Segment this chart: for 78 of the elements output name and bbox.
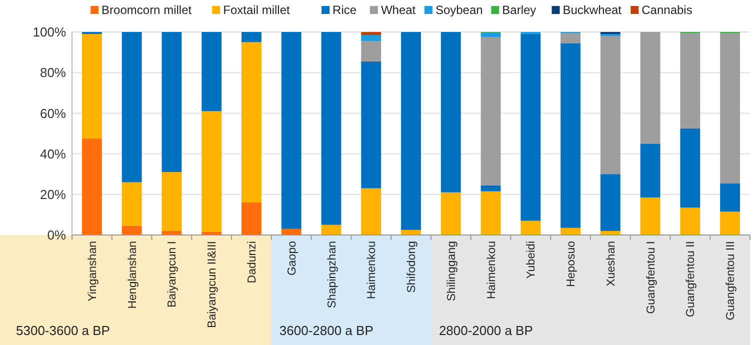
bar (680, 33, 700, 128)
bar (640, 32, 660, 144)
x-tick-label: Yinganshan (86, 241, 99, 302)
bar (720, 33, 740, 184)
bar (720, 212, 740, 235)
legend-label: Rice (332, 3, 357, 18)
y-tick-label: 0% (47, 228, 66, 243)
y-tick-label: 80% (40, 65, 66, 80)
bar (242, 202, 262, 235)
x-tick-label: Guangfentou I (645, 241, 658, 314)
text: 5300-3600 a BP (16, 323, 110, 338)
x-tick-label: Baiyangcun II&III (206, 241, 219, 328)
bar (281, 228, 302, 235)
legend-label: Foxtail millet (223, 3, 290, 18)
bar (361, 32, 382, 36)
x-tick-label: Haimenkou (366, 241, 378, 300)
bar (600, 36, 620, 174)
bar (440, 32, 461, 192)
x-tick-label: Guangfentou III (725, 241, 738, 320)
text: 3600-2800 a BP (279, 323, 374, 338)
x-tick-label: Gaopo (286, 241, 298, 276)
bar (720, 183, 740, 212)
x-tick-label: Shifodong (406, 241, 418, 293)
x-tick-label: Henglanshan (126, 241, 139, 309)
y-tick-label: 40% (40, 146, 66, 162)
legend-label: Barley (502, 3, 536, 18)
bar (600, 174, 620, 231)
bar (680, 208, 700, 235)
bar (202, 111, 222, 232)
x-tick-label: Baiyangcun I (166, 241, 179, 308)
bar (321, 224, 342, 235)
x-tick-label: Shapingzhan (326, 241, 338, 308)
y-tick-label: 20% (40, 186, 66, 202)
bar (361, 188, 382, 235)
x-tick-label: Shilinggang (446, 241, 458, 302)
legend-label: Soybean (435, 3, 483, 18)
bar (560, 33, 580, 44)
bar (480, 191, 501, 235)
x-tick-label: Haimenkou (486, 241, 498, 300)
x-tick-label: Yubeidi (526, 241, 538, 279)
y-tick-label: 100% (32, 24, 66, 40)
bar (242, 32, 262, 42)
bar (122, 226, 142, 235)
bar (640, 144, 660, 198)
text: 2800-2000 a BP (438, 323, 533, 338)
bar (162, 172, 182, 231)
legend-label: Broomcorn millet (102, 3, 192, 18)
x-tick-label: Guangfentou II (685, 241, 698, 318)
bar (640, 197, 660, 235)
bar (361, 35, 382, 42)
legend-label: Buckwheat (562, 3, 622, 18)
bar (202, 32, 222, 112)
bar (122, 32, 142, 182)
y-tick-label: 60% (40, 106, 66, 121)
legend-label: Cannabis (642, 3, 692, 18)
bar (480, 37, 501, 186)
x-tick-label: Dadunzi (246, 241, 258, 284)
bar (520, 220, 541, 235)
bar (401, 32, 421, 230)
bar (480, 185, 501, 192)
bar (281, 32, 302, 229)
bar (480, 33, 501, 38)
bar (82, 138, 102, 235)
x-tick-label: Xueshan (605, 241, 618, 286)
bar (560, 228, 580, 235)
bar (680, 128, 700, 208)
x-tick-label: Heposuo (566, 241, 578, 288)
bar (361, 41, 382, 62)
bar (242, 42, 262, 203)
bar (361, 61, 382, 188)
bar (520, 34, 541, 221)
bar (162, 32, 182, 172)
bar (122, 182, 142, 226)
bar (440, 192, 461, 235)
bar (82, 34, 102, 139)
bar (321, 32, 342, 225)
legend-label: Wheat (380, 3, 416, 18)
bar (560, 43, 580, 228)
